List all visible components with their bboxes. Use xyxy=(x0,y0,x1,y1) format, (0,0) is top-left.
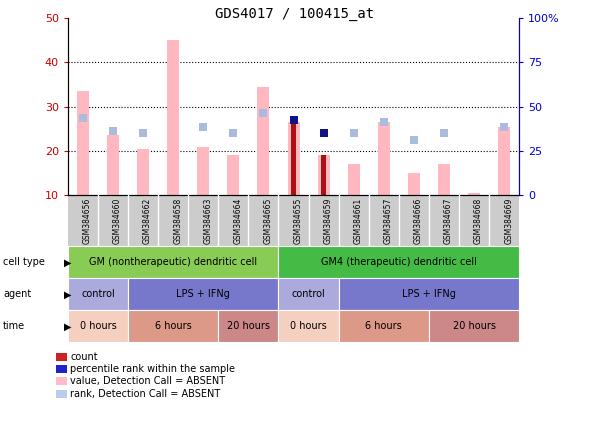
Bar xyxy=(498,127,510,195)
Text: ▶: ▶ xyxy=(64,258,71,267)
Bar xyxy=(287,122,300,195)
Text: GSM384655: GSM384655 xyxy=(293,198,303,244)
Bar xyxy=(438,164,450,195)
Point xyxy=(138,130,148,137)
Text: GDS4017 / 100415_at: GDS4017 / 100415_at xyxy=(215,7,375,21)
Text: LPS + IFNg: LPS + IFNg xyxy=(176,289,230,299)
Text: 20 hours: 20 hours xyxy=(227,321,270,331)
Bar xyxy=(197,147,209,195)
Point xyxy=(349,130,359,137)
Text: value, Detection Call = ABSENT: value, Detection Call = ABSENT xyxy=(70,377,225,386)
Text: time: time xyxy=(3,321,25,331)
Point xyxy=(409,136,419,143)
Text: GSM384656: GSM384656 xyxy=(83,198,92,244)
Point xyxy=(78,114,88,121)
Bar xyxy=(317,155,330,195)
Point xyxy=(379,119,388,126)
Bar xyxy=(321,155,326,195)
Bar xyxy=(227,155,240,195)
Point xyxy=(289,116,298,123)
Bar xyxy=(468,193,480,195)
Bar xyxy=(378,122,390,195)
Text: GSM384664: GSM384664 xyxy=(233,198,242,244)
Text: GSM384659: GSM384659 xyxy=(324,198,333,244)
Text: cell type: cell type xyxy=(3,258,45,267)
Point xyxy=(109,127,118,135)
Bar xyxy=(167,40,179,195)
Text: GSM384662: GSM384662 xyxy=(143,198,152,244)
Bar xyxy=(137,149,149,195)
Point xyxy=(439,130,449,137)
Text: 6 hours: 6 hours xyxy=(365,321,402,331)
Text: control: control xyxy=(291,289,326,299)
Bar xyxy=(257,87,270,195)
Text: percentile rank within the sample: percentile rank within the sample xyxy=(70,364,235,374)
Text: GSM384663: GSM384663 xyxy=(203,198,212,244)
Text: 6 hours: 6 hours xyxy=(155,321,192,331)
Text: ▶: ▶ xyxy=(64,321,71,331)
Text: 0 hours: 0 hours xyxy=(80,321,116,331)
Point xyxy=(319,130,328,137)
Text: GSM384661: GSM384661 xyxy=(354,198,363,244)
Text: GSM384666: GSM384666 xyxy=(414,198,423,244)
Text: GSM384658: GSM384658 xyxy=(173,198,182,244)
Text: GSM384665: GSM384665 xyxy=(263,198,273,244)
Text: GSM384669: GSM384669 xyxy=(504,198,513,244)
Text: agent: agent xyxy=(3,289,31,299)
Text: GSM384657: GSM384657 xyxy=(384,198,393,244)
Text: count: count xyxy=(70,352,98,361)
Text: GSM384667: GSM384667 xyxy=(444,198,453,244)
Text: rank, Detection Call = ABSENT: rank, Detection Call = ABSENT xyxy=(70,389,221,399)
Text: GM4 (therapeutic) dendritic cell: GM4 (therapeutic) dendritic cell xyxy=(321,258,477,267)
Point xyxy=(258,110,268,117)
Text: control: control xyxy=(81,289,115,299)
Text: GSM384668: GSM384668 xyxy=(474,198,483,244)
Text: GSM384660: GSM384660 xyxy=(113,198,122,244)
Bar xyxy=(348,164,360,195)
Text: GM (nontherapeutic) dendritic cell: GM (nontherapeutic) dendritic cell xyxy=(89,258,257,267)
Bar xyxy=(291,122,296,195)
Text: 20 hours: 20 hours xyxy=(453,321,496,331)
Point xyxy=(228,130,238,137)
Bar xyxy=(77,91,89,195)
Text: 0 hours: 0 hours xyxy=(290,321,327,331)
Point xyxy=(319,130,328,137)
Text: ▶: ▶ xyxy=(64,289,71,299)
Point xyxy=(198,123,208,130)
Bar xyxy=(107,135,119,195)
Text: LPS + IFNg: LPS + IFNg xyxy=(402,289,456,299)
Point xyxy=(499,123,509,130)
Bar xyxy=(408,173,420,195)
